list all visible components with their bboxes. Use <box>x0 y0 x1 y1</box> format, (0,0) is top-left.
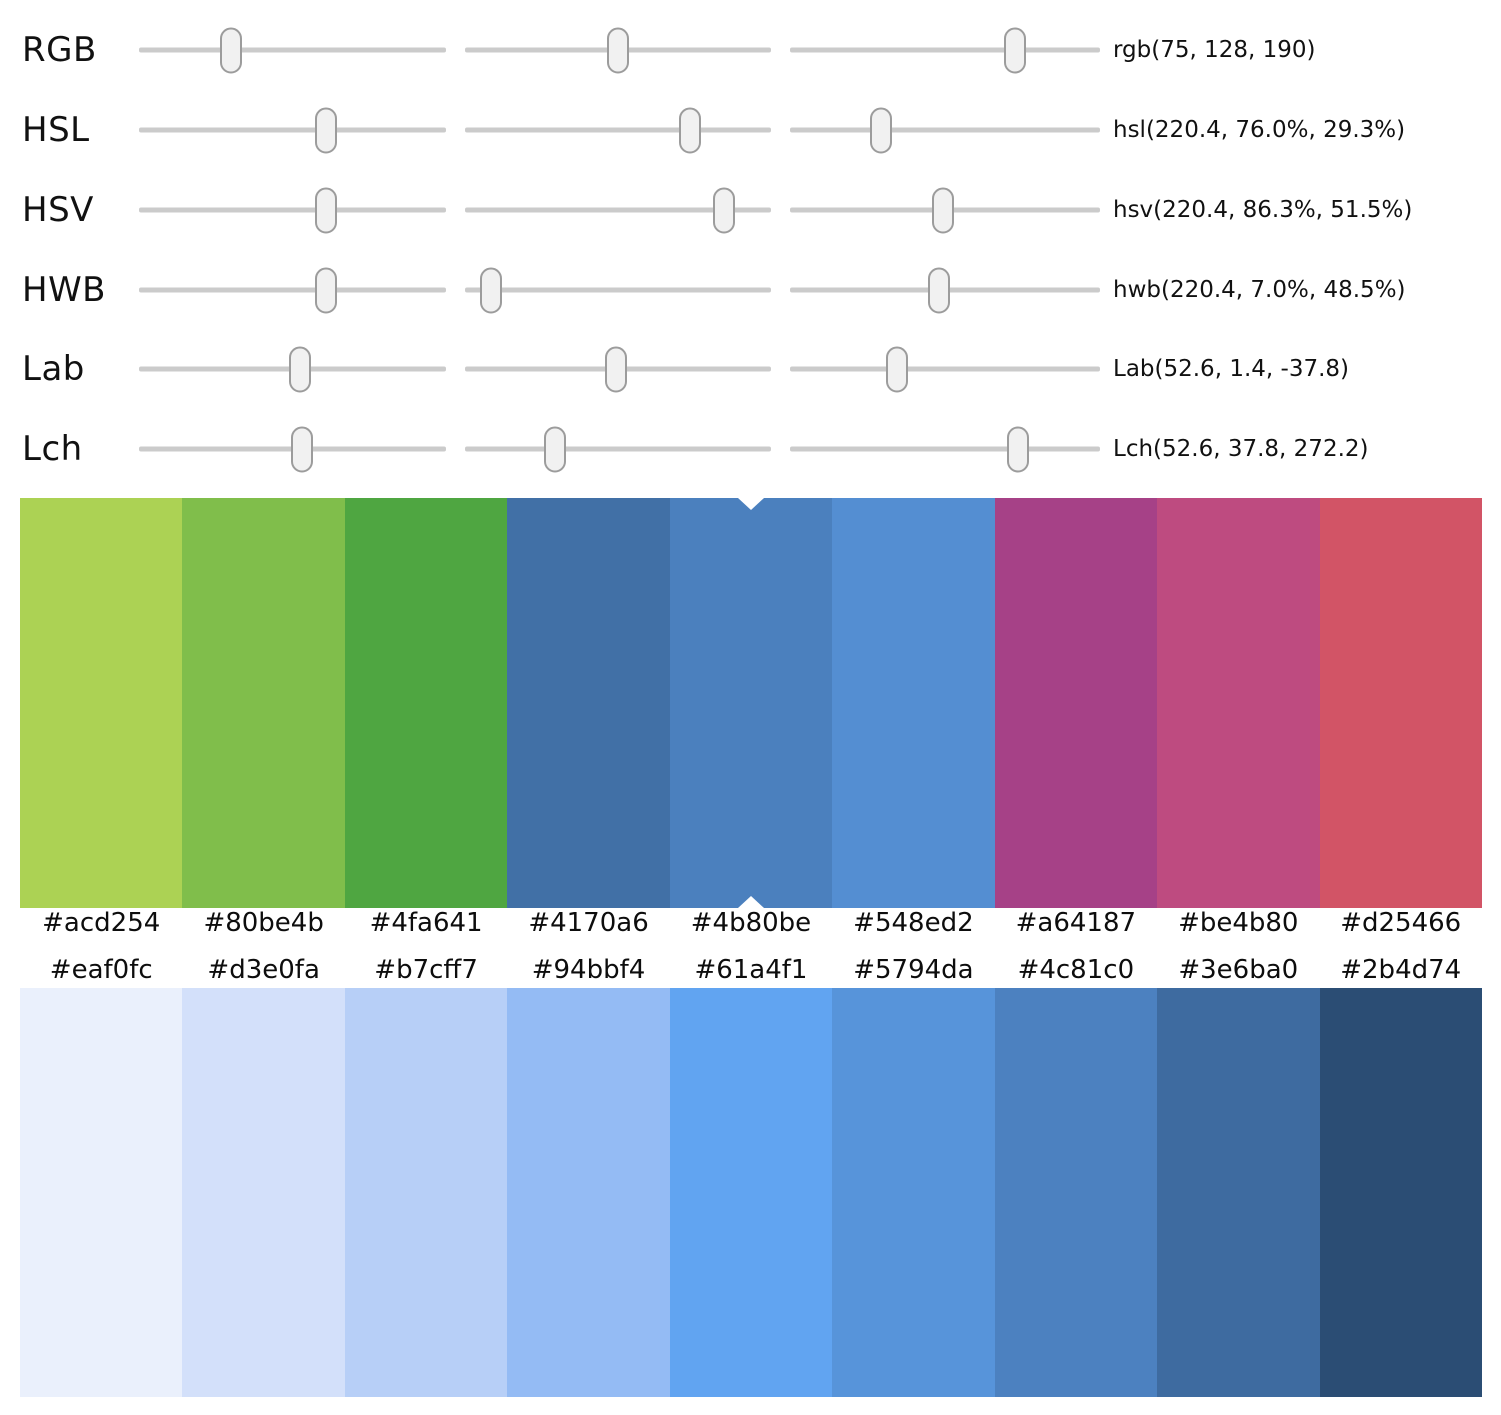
swatch-hex-label: #a64187 <box>1015 908 1137 938</box>
swatch-hex-label: #be4b80 <box>1178 908 1299 938</box>
top-palette-strip <box>20 498 1482 908</box>
color-model-label-rgb: RGB <box>22 30 97 70</box>
selected-swatch-top-marker-icon <box>737 498 764 510</box>
swatch-hex-label: #94bbf4 <box>531 955 646 985</box>
rgb-b-slider-handle[interactable] <box>1003 27 1026 73</box>
lch-c-slider-handle[interactable] <box>544 426 567 472</box>
swatch-hex-label: #2b4d74 <box>1340 955 1462 985</box>
swatch-hex-label: #4c81c0 <box>1017 955 1135 985</box>
lab-b-slider-track[interactable] <box>790 346 1100 392</box>
swatch-hex-label: #5794da <box>853 955 974 985</box>
color-model-label-lab: Lab <box>22 349 85 389</box>
swatch-hex-label: #3e6ba0 <box>1178 955 1299 985</box>
hsl-h-slider-track[interactable] <box>139 107 446 153</box>
swatch-hex-label: #80be4b <box>203 908 324 938</box>
swatch-hex-label: #4fa641 <box>369 908 483 938</box>
bottom-palette-swatch-9[interactable] <box>1319 988 1482 1397</box>
bottom-palette-swatch-8[interactable] <box>1157 988 1320 1397</box>
hsv-v-slider-track[interactable] <box>790 187 1100 233</box>
hwb-w-slider-track[interactable] <box>465 267 771 313</box>
rgb-r-slider-handle[interactable] <box>220 27 243 73</box>
top-palette-swatch-5-selected[interactable] <box>669 498 833 908</box>
swatch-hex-label: #548ed2 <box>853 908 974 938</box>
bottom-palette-swatch-5[interactable] <box>669 988 833 1397</box>
hwb-h-slider-track[interactable] <box>139 267 446 313</box>
top-palette-swatch-1[interactable] <box>20 498 183 908</box>
hsl-s-slider-handle[interactable] <box>678 107 701 153</box>
lch-h-slider-track[interactable] <box>790 426 1100 472</box>
hsv-h-slider-handle[interactable] <box>315 187 338 233</box>
lab-value-text: Lab(52.6, 1.4, -37.8) <box>1113 356 1349 382</box>
lab-l-slider-track[interactable] <box>139 346 446 392</box>
hwb-b-slider-track[interactable] <box>790 267 1100 313</box>
hwb-h-slider-handle[interactable] <box>315 267 338 313</box>
hwb-value-text: hwb(220.4, 7.0%, 48.5%) <box>1113 277 1406 303</box>
lab-b-slider-handle[interactable] <box>885 346 908 392</box>
top-palette-swatch-6[interactable] <box>832 498 995 908</box>
swatch-hex-label: #eaf0fc <box>49 955 153 985</box>
hsl-l-slider-track[interactable] <box>790 107 1100 153</box>
lab-a-slider-handle[interactable] <box>605 346 628 392</box>
color-model-label-hsl: HSL <box>22 110 90 150</box>
slider-row-rgb: RGB rgb(75, 128, 190) <box>0 22 1501 78</box>
swatch-hex-label: #4b80be <box>690 908 812 938</box>
swatch-hex-label: #acd254 <box>42 908 161 938</box>
rgb-g-slider-track[interactable] <box>465 27 771 73</box>
hsv-s-slider-handle[interactable] <box>712 187 735 233</box>
top-palette-swatch-3[interactable] <box>344 498 508 908</box>
swatch-hex-label: #d3e0fa <box>207 955 320 985</box>
lch-l-slider-handle[interactable] <box>290 426 313 472</box>
hwb-w-slider-handle[interactable] <box>480 267 502 313</box>
color-model-label-hwb: HWB <box>22 270 107 310</box>
top-palette-swatch-2[interactable] <box>182 498 345 908</box>
lch-c-slider-track[interactable] <box>465 426 771 472</box>
rgb-b-slider-track[interactable] <box>790 27 1100 73</box>
bottom-palette-swatch-4[interactable] <box>507 988 670 1397</box>
bottom-palette-hex-labels: #eaf0fc #d3e0fa #b7cff7 #94bbf4 #61a4f1 … <box>20 953 1482 987</box>
hsl-value-text: hsl(220.4, 76.0%, 29.3%) <box>1113 117 1406 143</box>
selected-swatch-bottom-marker-icon <box>737 896 764 908</box>
top-palette-hex-labels: #acd254 #80be4b #4fa641 #4170a6 #4b80be … <box>20 906 1482 940</box>
hsl-l-slider-handle[interactable] <box>870 107 893 153</box>
slider-row-lab: Lab Lab(52.6, 1.4, -37.8) <box>0 341 1501 397</box>
bottom-palette-swatch-3[interactable] <box>344 988 508 1397</box>
swatch-hex-label: #61a4f1 <box>694 955 808 985</box>
top-palette-swatch-9[interactable] <box>1319 498 1482 908</box>
hsl-s-slider-track[interactable] <box>465 107 771 153</box>
top-palette-swatch-8[interactable] <box>1157 498 1320 908</box>
hsv-s-slider-track[interactable] <box>465 187 771 233</box>
bottom-palette-strip <box>20 988 1482 1397</box>
bottom-palette-swatch-1[interactable] <box>20 988 183 1397</box>
color-model-label-hsv: HSV <box>22 190 94 230</box>
bottom-palette-swatch-6[interactable] <box>832 988 995 1397</box>
bottom-palette-swatch-7[interactable] <box>994 988 1158 1397</box>
lch-value-text: Lch(52.6, 37.8, 272.2) <box>1113 436 1369 462</box>
lab-l-slider-handle[interactable] <box>289 346 312 392</box>
rgb-value-text: rgb(75, 128, 190) <box>1113 37 1316 63</box>
top-palette-swatch-4[interactable] <box>507 498 670 908</box>
top-palette-swatch-7[interactable] <box>994 498 1158 908</box>
slider-row-hsl: HSL hsl(220.4, 76.0%, 29.3%) <box>0 102 1501 158</box>
slider-row-lch: Lch Lch(52.6, 37.8, 272.2) <box>0 421 1501 477</box>
swatch-hex-label: #4170a6 <box>528 908 649 938</box>
hsv-h-slider-track[interactable] <box>139 187 446 233</box>
bottom-palette-swatch-2[interactable] <box>182 988 345 1397</box>
rgb-r-slider-track[interactable] <box>139 27 446 73</box>
lch-l-slider-track[interactable] <box>139 426 446 472</box>
rgb-g-slider-handle[interactable] <box>607 27 629 73</box>
hsv-value-text: hsv(220.4, 86.3%, 51.5%) <box>1113 197 1413 223</box>
hwb-b-slider-handle[interactable] <box>927 267 950 313</box>
lab-a-slider-track[interactable] <box>465 346 771 392</box>
swatch-hex-label: #b7cff7 <box>374 955 478 985</box>
slider-row-hwb: HWB hwb(220.4, 7.0%, 48.5%) <box>0 262 1501 318</box>
hsv-v-slider-handle[interactable] <box>932 187 955 233</box>
color-model-label-lch: Lch <box>22 429 83 469</box>
slider-row-hsv: HSV hsv(220.4, 86.3%, 51.5%) <box>0 182 1501 238</box>
swatch-hex-label: #d25466 <box>1340 908 1462 938</box>
hsl-h-slider-handle[interactable] <box>315 107 338 153</box>
lch-h-slider-handle[interactable] <box>1006 426 1029 472</box>
